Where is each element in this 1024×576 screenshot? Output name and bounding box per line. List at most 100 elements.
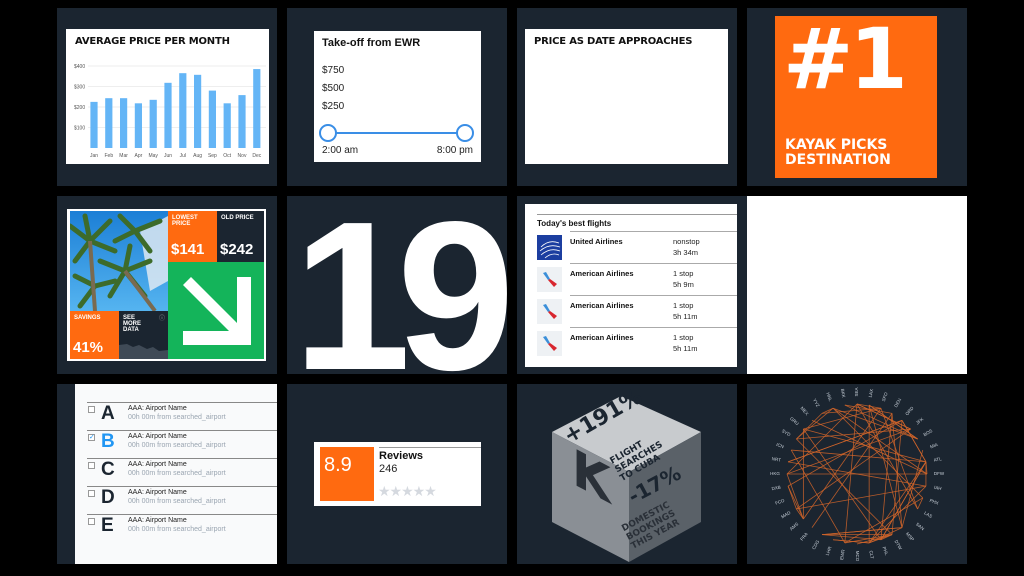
old-price-value: $242 bbox=[220, 241, 254, 258]
route-line bbox=[796, 413, 823, 440]
route-line bbox=[832, 407, 928, 475]
see-more-data-button[interactable]: SEE MORE DATA ⓘ bbox=[119, 311, 168, 359]
divider bbox=[87, 402, 277, 403]
cube-right-face bbox=[629, 432, 701, 562]
route-line bbox=[891, 413, 903, 528]
route-line bbox=[901, 449, 924, 528]
route-line bbox=[796, 428, 911, 440]
route-line bbox=[821, 534, 881, 541]
stats-cube: +191% FLIGHT SEARCHES TO CUBA K -17% DOM… bbox=[552, 384, 701, 562]
pick-line-2: DESTINATION bbox=[785, 152, 891, 168]
divider bbox=[87, 430, 277, 431]
palm-photo bbox=[70, 211, 168, 311]
airport-code-label: HNL bbox=[825, 392, 833, 403]
mini-area-chart bbox=[119, 344, 168, 359]
route-line bbox=[811, 413, 893, 528]
avg-price-title: AVERAGE PRICE PER MONTH bbox=[75, 36, 230, 47]
rank-number: #1 bbox=[783, 10, 908, 108]
savings-label: SAVINGS bbox=[74, 315, 101, 321]
airport-checkbox[interactable] bbox=[88, 518, 95, 525]
airport-code-label: FRA bbox=[799, 532, 809, 542]
route-line bbox=[891, 420, 903, 535]
airport-checkbox[interactable]: ✓ bbox=[88, 434, 95, 441]
airport-letter: E bbox=[101, 515, 114, 536]
slider-start-label: 2:00 am bbox=[322, 145, 359, 156]
ytick: $250 bbox=[322, 101, 345, 112]
airport-distance: 00h 00m from searched_airport bbox=[128, 526, 226, 533]
score-badge: 8.9 bbox=[320, 447, 374, 501]
slider-start-handle[interactable] bbox=[319, 124, 337, 142]
airport-letter: B bbox=[101, 431, 115, 452]
airport-code-label: DXB bbox=[771, 485, 781, 492]
airport-code-label: DTW bbox=[894, 539, 904, 551]
slider-end-label: 8:00 pm bbox=[436, 145, 473, 156]
airport-letter: C bbox=[101, 459, 115, 480]
route-line bbox=[868, 485, 927, 544]
cube-top-face bbox=[552, 396, 701, 472]
airport-code-label: HKG bbox=[770, 471, 780, 476]
route-line bbox=[791, 449, 926, 463]
divider bbox=[570, 263, 737, 264]
route-line bbox=[803, 428, 927, 463]
airport-code-label: GRU bbox=[789, 416, 800, 426]
route-line bbox=[833, 539, 870, 544]
route-line bbox=[880, 461, 927, 540]
duration: 3h 34m bbox=[673, 248, 699, 257]
route-line bbox=[832, 407, 924, 499]
united-logo-icon bbox=[537, 235, 562, 260]
stops: 1 stop bbox=[673, 301, 694, 310]
arrow-down-right-icon bbox=[183, 277, 251, 345]
airport-letter: A bbox=[101, 403, 115, 424]
airport-name: AAA: Airport Name bbox=[128, 461, 187, 468]
duration: 5h 11m bbox=[673, 312, 698, 321]
airport-name: AAA: Airport Name bbox=[128, 405, 187, 412]
airport-distance: 00h 00m from searched_airport bbox=[128, 470, 226, 477]
airport-code-label: LAS bbox=[923, 510, 933, 519]
kayak-pick-card[interactable]: #1 KAYAK PICKS DESTINATION bbox=[775, 10, 937, 178]
american-logo-icon bbox=[537, 299, 562, 324]
reviews-card[interactable]: 8.9 Reviews 246 ★★★★★ bbox=[314, 442, 481, 506]
deal-card[interactable]: LOWEST PRICE $141 OLD PRICE $242 SAVINGS… bbox=[67, 209, 266, 361]
date-price-title: PRICE AS DATE APPROACHES bbox=[534, 36, 693, 47]
airport-code-label: SEA bbox=[854, 387, 859, 396]
takeoff-title: Take-off from EWR bbox=[322, 37, 421, 49]
price-down-box bbox=[168, 262, 264, 359]
takeoff-card: Take-off from EWR $750 $500 $250 2:00 am… bbox=[314, 31, 481, 162]
route-line bbox=[787, 485, 804, 520]
airport-code-label: JFK bbox=[915, 417, 924, 426]
monthly-chart-tile bbox=[747, 196, 967, 374]
airport-code-label: SFO bbox=[881, 391, 889, 402]
time-slider-track[interactable] bbox=[328, 132, 466, 134]
stops: 1 stop bbox=[673, 333, 694, 342]
info-icon[interactable]: ⓘ bbox=[158, 316, 165, 322]
airport-code-label: FCO bbox=[775, 498, 786, 506]
divider bbox=[87, 458, 277, 459]
route-line bbox=[868, 404, 903, 528]
old-price-label: OLD PRICE bbox=[221, 215, 254, 221]
airport-distance: 00h 00m from searched_airport bbox=[128, 442, 226, 449]
route-line bbox=[901, 420, 927, 463]
route-line bbox=[787, 486, 797, 510]
route-line bbox=[880, 413, 893, 540]
airport-distance: 00h 00m from searched_airport bbox=[128, 498, 226, 505]
airport-code-label: ORD bbox=[904, 405, 915, 416]
lowest-price-value: $141 bbox=[171, 241, 205, 258]
lowest-price-label: LOWEST PRICE bbox=[172, 215, 198, 227]
route-line bbox=[790, 449, 846, 544]
best-flights-card: Today's best flights United Airlines nons… bbox=[525, 204, 737, 367]
star-rating: ★★★★★ bbox=[378, 483, 437, 499]
airport-checkbox[interactable] bbox=[88, 406, 95, 413]
route-line bbox=[856, 403, 911, 430]
slider-end-handle[interactable] bbox=[456, 124, 474, 142]
airport-checkbox[interactable] bbox=[88, 462, 95, 469]
route-line bbox=[821, 527, 903, 536]
route-line bbox=[844, 403, 858, 543]
duration: 5h 9m bbox=[673, 280, 694, 289]
airport-code-label: SAN bbox=[915, 522, 925, 532]
duration: 5h 11m bbox=[673, 344, 698, 353]
savings-box: SAVINGS 41% bbox=[70, 311, 119, 359]
airport-letter: D bbox=[101, 487, 115, 508]
route-line bbox=[821, 407, 881, 414]
airport-checkbox[interactable] bbox=[88, 490, 95, 497]
airport-code-label: AMS bbox=[789, 521, 800, 531]
